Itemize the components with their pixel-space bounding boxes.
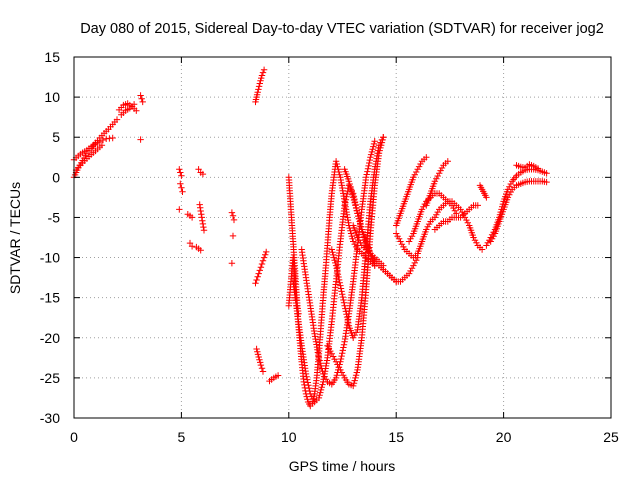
series-points-arc-35 (423, 158, 451, 209)
series-arc-31 (380, 254, 421, 285)
data-marks (70, 66, 550, 410)
chart-title: Day 080 of 2015, Sidereal Day-to-day VTE… (80, 21, 604, 37)
series-points-arc-32 (393, 198, 486, 261)
series-points-arc-16 (228, 209, 238, 224)
series-arc-05 (118, 101, 138, 118)
series-arc-33 (393, 154, 430, 229)
series-arc-15 (193, 243, 204, 254)
series-points-arc-26 (298, 138, 378, 388)
series-arc-22 (266, 372, 282, 385)
series-points-arc-11 (184, 211, 196, 221)
x-tick-label: 15 (388, 429, 404, 445)
series-points-arc-20 (252, 248, 270, 287)
y-tick-label: -20 (40, 330, 60, 346)
series-points-arc-28 (328, 134, 387, 341)
series-points-arc-07 (137, 136, 144, 143)
series-points-arc-03 (72, 142, 106, 174)
series-arc-26 (298, 138, 378, 388)
series-points-arc-30 (350, 222, 387, 269)
series-points-arc-31 (380, 254, 421, 285)
series-arc-08 (176, 166, 185, 179)
series-arc-21 (253, 345, 267, 375)
series-points-arc-06 (137, 92, 146, 106)
series-arc-20 (252, 248, 270, 287)
series-points-arc-17 (229, 232, 237, 240)
y-axis-label: SDTVAR / TECUs (7, 182, 23, 294)
series-arc-10 (176, 206, 183, 213)
series-points-arc-15 (193, 243, 204, 254)
series-points-arc-10 (176, 206, 183, 213)
series-points-arc-05 (118, 101, 138, 118)
series-points-arc-36 (431, 202, 481, 233)
y-tick-label: -10 (40, 250, 60, 266)
series-arc-18 (228, 260, 236, 267)
y-tick-label: 15 (44, 49, 60, 65)
y-tick-label: -5 (48, 209, 61, 225)
series-arc-11 (184, 211, 196, 221)
series-points-arc-38 (487, 178, 550, 245)
series-arc-39 (476, 182, 490, 201)
y-tick-label: -25 (40, 370, 60, 386)
series-points-arc-12 (186, 239, 196, 250)
series-points-arc-39 (476, 182, 490, 201)
axis-ticks: 0 5 10 15 20 25 -30 -25 -20 -15 -10 -5 0 5 10 15 (40, 49, 619, 445)
series-arc-14 (196, 201, 208, 234)
series-points-arc-22 (266, 372, 282, 385)
series-arc-40 (513, 161, 542, 172)
y-tick-label: -30 (40, 410, 60, 426)
series-points-arc-13 (195, 166, 207, 178)
x-axis-label: GPS time / hours (289, 458, 396, 474)
series-arc-30 (350, 222, 387, 269)
x-tick-label: 5 (178, 429, 186, 445)
series-arc-36 (431, 202, 481, 233)
series-arc-38 (487, 178, 550, 245)
series-arc-12 (186, 239, 196, 250)
series-arc-28 (328, 134, 387, 341)
series-points-arc-40 (513, 161, 542, 172)
y-tick-label: 5 (52, 129, 60, 145)
y-tick-label: -15 (40, 290, 60, 306)
series-points-arc-18 (228, 260, 236, 267)
series-arc-32 (393, 198, 486, 261)
series-arc-13 (195, 166, 207, 178)
x-tick-label: 25 (603, 429, 619, 445)
series-arc-07 (137, 136, 144, 143)
series-points-arc-14 (196, 201, 208, 234)
series-points-arc-08 (176, 166, 185, 179)
series-arc-19 (252, 66, 268, 106)
x-tick-label: 10 (281, 429, 297, 445)
series-arc-06 (137, 92, 146, 106)
series-points-arc-33 (393, 154, 430, 229)
plot-frame (73, 56, 612, 419)
y-tick-label: 10 (44, 89, 60, 105)
series-arc-16 (228, 209, 238, 224)
series-arc-17 (229, 232, 237, 240)
series-points-arc-09 (177, 180, 186, 195)
y-tick-label: 0 (52, 169, 60, 185)
x-tick-label: 20 (496, 429, 512, 445)
series-arc-35 (423, 158, 451, 209)
series-points-arc-21 (253, 345, 267, 375)
series-arc-09 (177, 180, 186, 195)
series-arc-03 (72, 142, 106, 174)
series-points-arc-19 (252, 66, 268, 106)
x-tick-label: 0 (70, 429, 78, 445)
